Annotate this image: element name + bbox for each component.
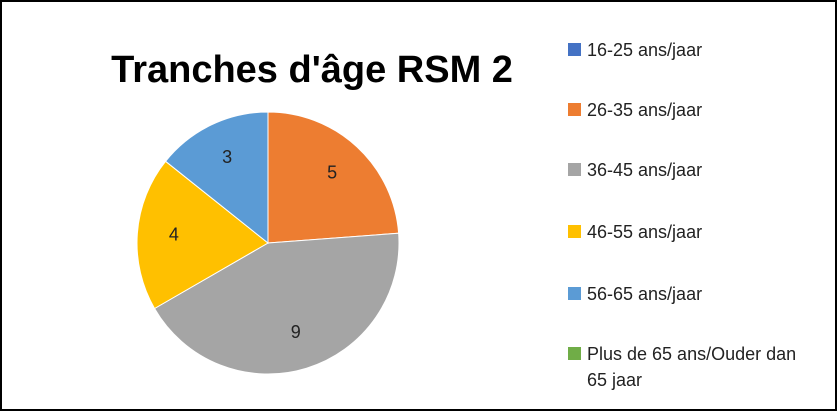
legend-label: Plus de 65 ans/Ouder dan 65 jaar [587, 344, 797, 390]
legend-label: 56-65 ans/jaar [587, 284, 703, 304]
legend-swatch [568, 43, 581, 56]
legend-swatch [568, 287, 581, 300]
legend-label: 16-25 ans/jaar [587, 40, 703, 60]
legend-item: Plus de 65 ans/Ouder dan 65 jaar [568, 341, 818, 393]
legend-item: 16-25 ans/jaar [568, 37, 818, 63]
pie-slice [267, 111, 400, 244]
legend-item: 26-35 ans/jaar [568, 97, 818, 123]
data-label: 9 [291, 322, 301, 342]
legend-item: 46-55 ans/jaar [568, 219, 818, 245]
pie-slice [164, 111, 269, 245]
data-label: 4 [169, 225, 179, 245]
pie-slice [153, 232, 400, 375]
legend-label: 36-45 ans/jaar [587, 160, 703, 180]
legend-swatch [568, 103, 581, 116]
legend-swatch [568, 163, 581, 176]
data-label: 3 [222, 147, 232, 167]
legend-swatch [568, 225, 581, 238]
legend-label: 46-55 ans/jaar [587, 222, 703, 242]
legend-label: 26-35 ans/jaar [587, 100, 703, 120]
legend-item: 36-45 ans/jaar [568, 157, 818, 183]
pie-slice [136, 160, 269, 310]
data-label: 5 [327, 163, 337, 183]
legend-swatch [568, 347, 581, 360]
chart-title: Tranches d'âge RSM 2 [111, 49, 513, 91]
legend-item: 56-65 ans/jaar [568, 281, 818, 307]
